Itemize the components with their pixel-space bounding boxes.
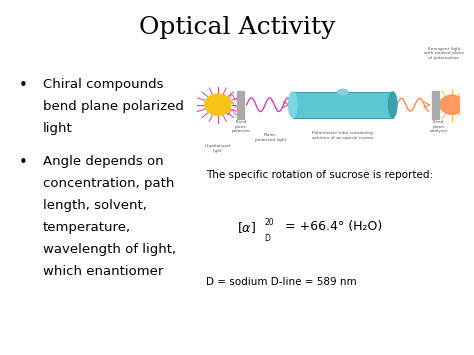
Text: length, solvent,: length, solvent, bbox=[43, 199, 146, 212]
Text: concentration, path: concentration, path bbox=[43, 177, 174, 190]
Text: 20: 20 bbox=[264, 218, 273, 227]
Text: wavelength of light,: wavelength of light, bbox=[43, 243, 176, 256]
Text: D: D bbox=[264, 234, 270, 242]
Text: which enantiomer: which enantiomer bbox=[43, 265, 163, 278]
Circle shape bbox=[440, 95, 464, 114]
Text: Fixed
plane
polarizer: Fixed plane polarizer bbox=[231, 120, 250, 133]
Text: Optical Activity: Optical Activity bbox=[139, 16, 335, 39]
Text: Unpolarized
light: Unpolarized light bbox=[205, 144, 231, 153]
Bar bbox=[293, 92, 392, 118]
Bar bbox=[432, 91, 439, 119]
Text: Angle depends on: Angle depends on bbox=[43, 155, 163, 168]
Ellipse shape bbox=[289, 92, 297, 118]
Text: D = sodium D-line = 589 nm: D = sodium D-line = 589 nm bbox=[206, 277, 357, 287]
Text: light: light bbox=[43, 122, 73, 135]
Text: Polarimeter tube containing
solution of an optical isomer: Polarimeter tube containing solution of … bbox=[312, 131, 374, 140]
Ellipse shape bbox=[389, 92, 397, 118]
Text: $[\alpha]$: $[\alpha]$ bbox=[237, 220, 256, 235]
Text: The specific rotation of sucrose is reported:: The specific rotation of sucrose is repo… bbox=[206, 170, 433, 180]
Text: Fixed
plane
analyser: Fixed plane analyser bbox=[429, 120, 448, 133]
Text: bend plane polarized: bend plane polarized bbox=[43, 100, 183, 113]
Ellipse shape bbox=[337, 89, 348, 94]
Text: •: • bbox=[19, 78, 27, 93]
Text: Chiral compounds: Chiral compounds bbox=[43, 78, 163, 91]
Text: •: • bbox=[19, 155, 27, 170]
Text: temperature,: temperature, bbox=[43, 221, 131, 234]
Text: Plane-
polarized light: Plane- polarized light bbox=[255, 133, 286, 142]
Text: Emergent light
with rotated plane
of polarization: Emergent light with rotated plane of pol… bbox=[424, 47, 464, 60]
Bar bbox=[237, 91, 244, 119]
Text: = +66.4° (H₂O): = +66.4° (H₂O) bbox=[281, 220, 382, 233]
Circle shape bbox=[205, 94, 231, 115]
